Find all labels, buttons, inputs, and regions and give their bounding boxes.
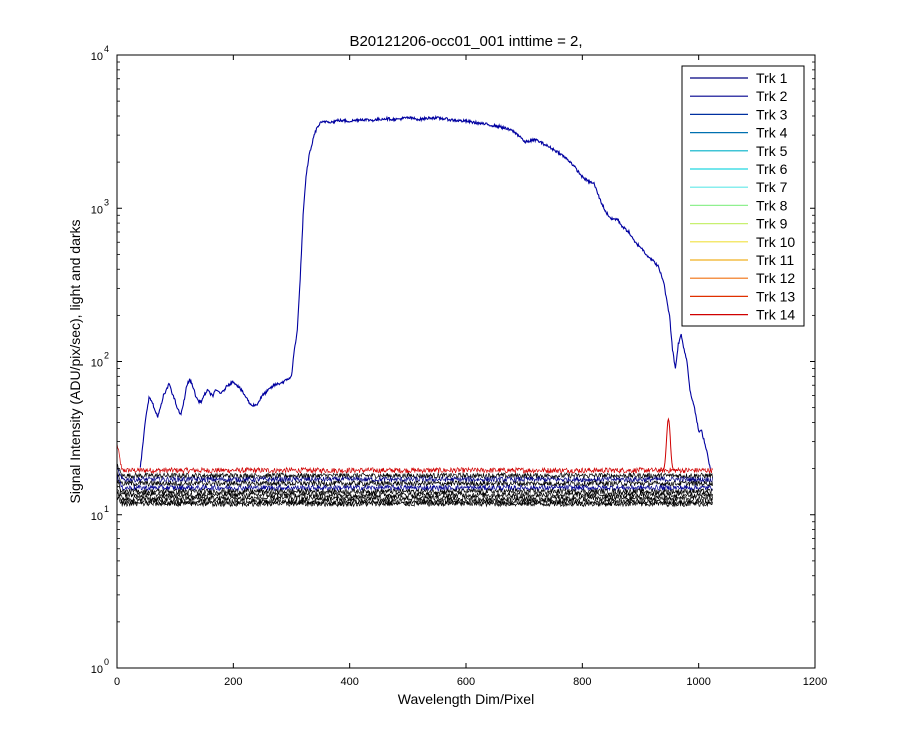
legend-label: Trk 12 xyxy=(756,270,795,286)
legend-label: Trk 5 xyxy=(756,143,788,159)
noise-band-line xyxy=(116,466,713,484)
y-tick-exponent: 2 xyxy=(104,351,109,361)
noise-band-line xyxy=(116,469,713,488)
y-tick-label: 10 xyxy=(91,664,103,676)
noise-band-line xyxy=(116,483,713,499)
legend-label: Trk 1 xyxy=(756,70,788,86)
y-tick-exponent: 0 xyxy=(104,657,109,667)
legend-label: Trk 4 xyxy=(756,125,788,141)
noise-band-line xyxy=(116,443,713,475)
x-axis-ticks: 0 200 400 600 800 1000 1200 xyxy=(114,55,827,688)
x-tick-label: 400 xyxy=(340,676,358,688)
x-tick-label: 800 xyxy=(573,676,591,688)
x-tick-label: 1000 xyxy=(686,676,710,688)
legend-label: Trk 6 xyxy=(756,161,788,177)
y-tick-label: 10 xyxy=(91,358,103,370)
red-peak-line xyxy=(658,417,679,471)
x-tick-label: 600 xyxy=(457,676,475,688)
signal-trace-line xyxy=(139,114,711,469)
noise-band-line xyxy=(116,496,713,508)
chart-title: B20121206-occ01_001 inttime = 2, xyxy=(349,33,582,50)
legend-label: Trk 9 xyxy=(756,216,788,232)
legend-label: Trk 3 xyxy=(756,106,788,122)
legend-label: Trk 14 xyxy=(756,307,795,323)
legend-label: Trk 7 xyxy=(756,179,788,195)
y-tick-exponent: 4 xyxy=(104,44,109,54)
y-tick-exponent: 3 xyxy=(104,197,109,207)
legend-label: Trk 8 xyxy=(756,197,788,213)
legend-label: Trk 10 xyxy=(756,234,795,250)
legend: Trk 1 Trk 2 Trk 3 Trk 4 Trk 5 Trk 6 Trk 7 Trk 8… xyxy=(681,65,805,327)
noise-band-line xyxy=(116,463,713,480)
legend-label: Trk 2 xyxy=(756,88,788,104)
y-tick-label: 10 xyxy=(91,51,103,63)
y-axis-label: Signal Intensity (ADU/pix/sec), light an… xyxy=(67,219,83,503)
legend-label: Trk 11 xyxy=(756,252,794,268)
x-tick-label: 200 xyxy=(224,676,242,688)
y-tick-label: 10 xyxy=(91,204,103,216)
legend-box xyxy=(681,65,805,327)
data-layer xyxy=(116,114,713,508)
legend-label: Trk 13 xyxy=(756,288,795,304)
y-tick-exponent: 1 xyxy=(104,504,109,514)
x-tick-label: 1200 xyxy=(803,676,827,688)
x-axis-label: Wavelength Dim/Pixel xyxy=(398,691,534,707)
x-tick-label: 0 xyxy=(114,676,120,688)
y-tick-label: 10 xyxy=(91,511,103,523)
